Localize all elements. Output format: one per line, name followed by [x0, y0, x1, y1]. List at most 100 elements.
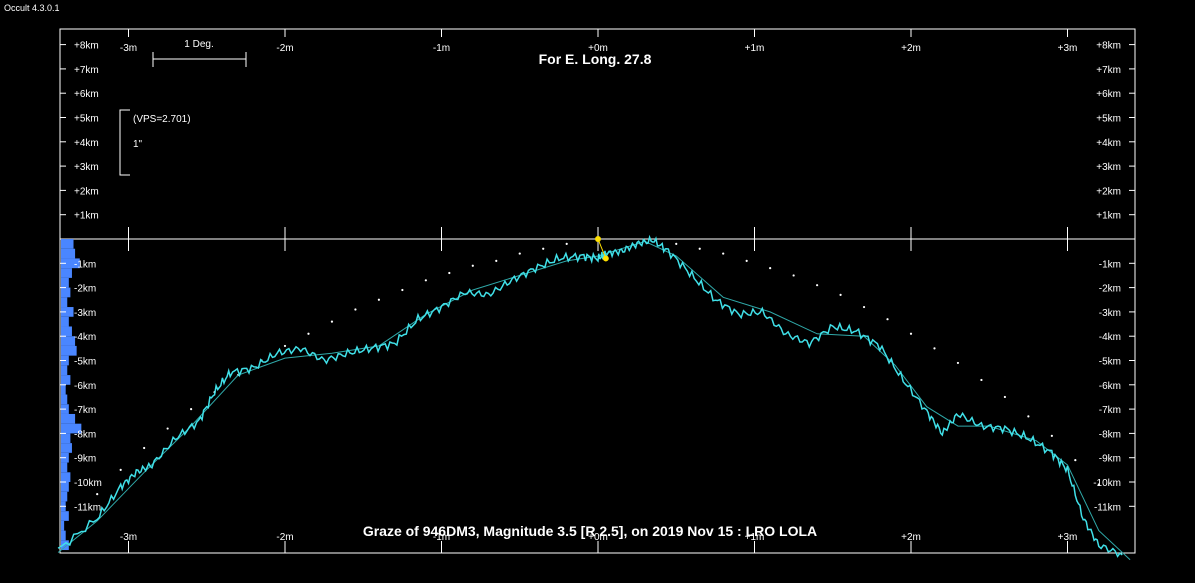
y-tick-label-right: +5km: [1096, 114, 1121, 125]
y-tick-label-left: -1km: [74, 259, 96, 270]
x-tick-label-bottom: -3m: [120, 532, 137, 543]
limb-dot: [448, 271, 451, 275]
limb-dot: [143, 446, 146, 450]
y-tick-label-right: -10km: [1093, 478, 1121, 489]
histogram-bar: [61, 336, 76, 346]
histogram-bar: [61, 491, 68, 502]
histogram-bar: [61, 423, 82, 434]
event-connector: [597, 238, 607, 259]
limb-dot: [119, 468, 122, 471]
y-tick-label-right: -3km: [1099, 308, 1121, 319]
y-tick-label-left: +6km: [74, 89, 99, 100]
limb-dot: [401, 288, 404, 292]
event-point: [595, 236, 601, 242]
y-tick-label-left: -7km: [74, 405, 96, 416]
histogram-bar: [61, 384, 66, 395]
histogram-bar: [61, 248, 76, 259]
limb-dot: [909, 332, 913, 335]
x-tick-label-bottom: +0m: [588, 532, 608, 543]
x-tick-label-top: +0m: [588, 43, 608, 54]
x-tick-label-bottom: -1m: [433, 532, 450, 543]
histogram-bar: [61, 277, 69, 288]
y-tick-label-right: +1km: [1096, 211, 1121, 222]
x-tick-label-bottom: +2m: [901, 532, 921, 543]
histogram-bar: [61, 443, 72, 453]
y-tick-label-right: -11km: [1094, 502, 1121, 513]
histogram-bar: [61, 307, 74, 317]
histogram-bar: [61, 316, 69, 327]
limb-dot: [1003, 395, 1007, 399]
y-tick-label-right: +6km: [1096, 89, 1121, 100]
histogram-bar: [61, 365, 68, 376]
vps-label: (VPS=2.701): [133, 114, 191, 125]
y-tick-label-left: -6km: [74, 381, 96, 392]
histogram-bar: [61, 413, 76, 424]
y-tick-label-left: -2km: [74, 284, 96, 295]
limb-dot: [542, 247, 545, 250]
histogram-bar: [61, 297, 68, 308]
histogram-bar: [61, 326, 72, 337]
y-tick-label-right: +7km: [1096, 65, 1121, 76]
app-title: Occult 4.3.0.1: [4, 3, 60, 13]
histogram-bar: [61, 433, 71, 444]
limb-dot: [1050, 434, 1053, 437]
x-tick-label-bottom: +3m: [1058, 532, 1078, 543]
x-tick-label-top: +2m: [901, 43, 921, 54]
histogram-bar: [61, 472, 71, 482]
limb-dot: [471, 264, 474, 267]
histogram-bar: [61, 258, 80, 269]
y-tick-label-right: -1km: [1099, 259, 1121, 270]
limb-dot: [1027, 415, 1030, 418]
limb-dot: [565, 242, 568, 245]
x-tick-label-bottom: +1m: [745, 532, 765, 543]
limb-dot: [745, 259, 748, 262]
histogram-bar: [61, 511, 69, 521]
histogram-bar: [61, 239, 74, 249]
x-tick-label-top: +3m: [1058, 43, 1078, 54]
x-tick-label-top: -1m: [433, 43, 450, 54]
y-tick-label-left: +3km: [74, 162, 99, 173]
event-point: [602, 255, 609, 262]
limb-dot: [675, 242, 678, 245]
y-tick-label-left: -4km: [74, 332, 96, 343]
y-tick-label-right: +2km: [1096, 186, 1121, 197]
limb-dot: [792, 274, 795, 277]
histogram-bar: [61, 520, 65, 531]
x-tick-label-bottom: -2m: [276, 532, 293, 543]
x-tick-label-top: +1m: [745, 43, 765, 54]
histogram-bar: [61, 482, 69, 492]
histogram-bar: [61, 462, 68, 473]
y-tick-label-right: +3km: [1096, 162, 1121, 173]
limb-dot: [769, 267, 772, 270]
limb-dot: [1074, 459, 1077, 462]
y-tick-label-left: -5km: [74, 357, 96, 368]
y-tick-label-left: +2km: [74, 186, 99, 197]
histogram-bar: [61, 268, 72, 278]
axis-ticks: [60, 29, 1135, 553]
vps-bracket: [119, 109, 130, 176]
plot-frame: [59, 28, 1136, 554]
smoothed-profile-line: [57, 240, 1131, 561]
y-tick-label-left: +1km: [74, 211, 99, 222]
y-tick-label-right: -9km: [1099, 454, 1121, 465]
scale-bar-label: 1 Deg.: [184, 39, 213, 50]
limb-dot: [722, 252, 725, 255]
limb-dot: [956, 361, 960, 365]
limb-dot: [307, 332, 310, 335]
limb-dot: [424, 279, 427, 282]
y-tick-label-right: -4km: [1099, 332, 1121, 343]
limb-dot: [330, 320, 334, 323]
histogram-bar: [61, 394, 68, 405]
y-tick-label-left: +4km: [74, 138, 99, 149]
limb-dot: [886, 318, 889, 321]
y-tick-label-left: -3km: [74, 308, 96, 319]
limb-dot: [980, 378, 983, 382]
limb-dot: [283, 344, 287, 348]
limb-dot: [933, 347, 936, 350]
y-tick-label-left: +8km: [74, 41, 99, 52]
y-tick-label-right: -6km: [1099, 381, 1121, 392]
limb-dot: [839, 293, 842, 296]
histogram-bar: [61, 345, 77, 356]
x-tick-label-top: -2m: [276, 43, 293, 54]
